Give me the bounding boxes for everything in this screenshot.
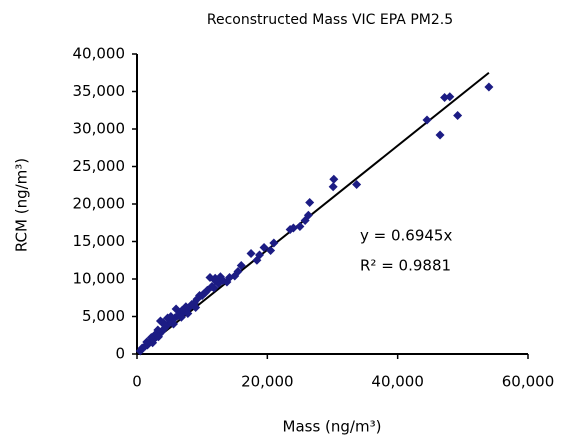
point — [484, 82, 494, 92]
point — [246, 249, 256, 258]
point — [154, 332, 164, 342]
point — [328, 182, 338, 192]
point — [166, 312, 176, 321]
y-tick-label: 30,000 — [73, 120, 126, 138]
point — [329, 174, 339, 184]
x-axis-label: Mass (ng/m³) — [283, 418, 382, 436]
trendline-equation: y = 0.6945x — [360, 227, 452, 245]
point — [198, 289, 208, 299]
point — [209, 283, 219, 293]
point — [183, 309, 193, 318]
y-axis-label: RCM (ng/m³) — [13, 158, 31, 252]
point — [218, 276, 228, 285]
point — [155, 316, 165, 326]
y-tick-label: 20,000 — [73, 195, 126, 213]
point — [266, 246, 276, 255]
point — [252, 255, 262, 265]
y-tick-label: 25,000 — [73, 157, 126, 175]
point — [236, 261, 246, 270]
point — [168, 319, 178, 329]
y-tick-label: 15,000 — [73, 232, 126, 250]
point — [285, 225, 295, 234]
x-tick-label: 60,000 — [502, 373, 555, 391]
x-tick-label: 20,000 — [241, 373, 294, 391]
y-tick-label: 5,000 — [82, 307, 125, 325]
y-tick-label: 0 — [115, 345, 125, 363]
point — [305, 198, 315, 207]
point — [453, 111, 463, 120]
point — [188, 300, 198, 309]
point — [259, 243, 269, 252]
trendline-r2: R² = 0.9881 — [360, 257, 451, 275]
y-tick-label: 35,000 — [73, 82, 126, 100]
x-tick-label: 0 — [132, 373, 142, 391]
point — [135, 346, 145, 356]
point — [210, 276, 220, 285]
x-tick-label: 40,000 — [371, 373, 424, 391]
y-tick-label: 10,000 — [73, 270, 126, 288]
point — [142, 337, 152, 347]
point — [295, 222, 305, 231]
point — [160, 321, 170, 330]
point — [230, 271, 240, 281]
point — [148, 338, 158, 348]
point — [300, 216, 310, 225]
point — [176, 312, 186, 322]
point — [440, 93, 450, 102]
point — [352, 180, 362, 189]
point — [269, 238, 279, 248]
chart-title: Reconstructed Mass VIC EPA PM2.5 — [207, 12, 453, 28]
point — [435, 130, 445, 140]
y-tick-label: 40,000 — [73, 45, 126, 63]
point — [422, 115, 432, 125]
